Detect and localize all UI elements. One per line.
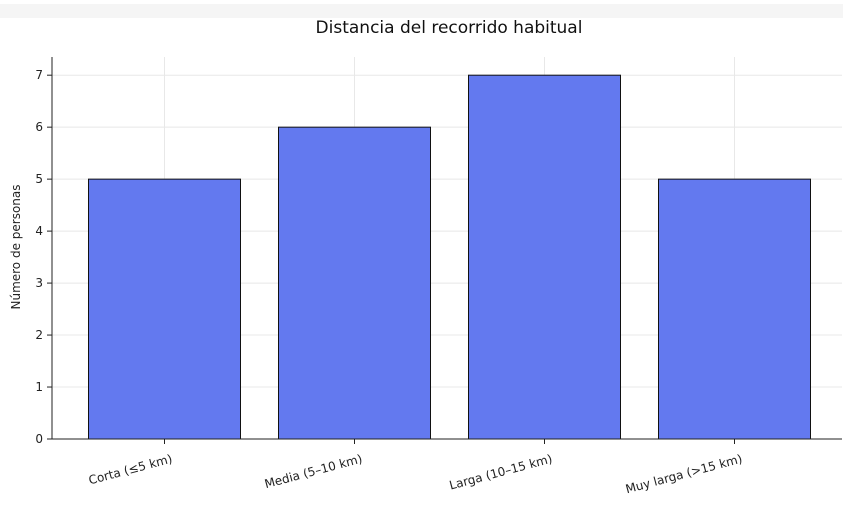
bar-2 <box>468 74 621 440</box>
y-axis-ticks: 0 1 2 3 4 5 6 7 <box>35 68 52 446</box>
y-tick-label-0: 0 <box>35 432 43 446</box>
y-tick-label-6: 6 <box>35 120 43 134</box>
y-tick-label-5: 5 <box>35 172 43 186</box>
y-tick-label-2: 2 <box>35 328 43 342</box>
x-tick-label-3: Muy larga (>15 km) <box>624 452 744 497</box>
axes <box>51 57 842 440</box>
bars <box>88 74 811 440</box>
chart-title: Distancia del recorrido habitual <box>316 18 583 38</box>
x-tick-label-0: Corta (≤5 km) <box>87 452 174 488</box>
y-axis-label: Número de personas <box>9 184 23 309</box>
bar-1 <box>278 126 431 440</box>
y-tick-label-1: 1 <box>35 380 43 394</box>
x-axis-labels: Corta (≤5 km) Media (5–10 km) Larga (10–15… <box>87 439 744 496</box>
y-tick-label-3: 3 <box>35 276 43 290</box>
bar-3 <box>658 178 811 440</box>
x-tick-label-2: Larga (10–15 km) <box>448 452 554 493</box>
y-tick-label-4: 4 <box>35 224 43 238</box>
y-tick-label-7: 7 <box>35 68 43 82</box>
x-tick-label-1: Media (5–10 km) <box>263 452 364 492</box>
title-background <box>0 4 843 18</box>
bar-0 <box>88 178 241 440</box>
